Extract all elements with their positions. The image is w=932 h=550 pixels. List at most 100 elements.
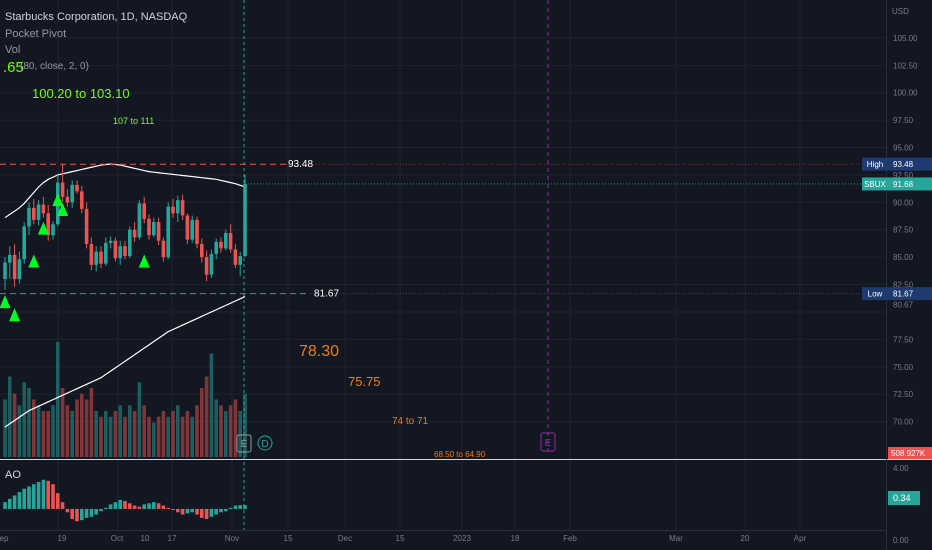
ao-bar bbox=[132, 505, 137, 509]
pocket-pivot-triangle bbox=[57, 203, 69, 217]
candle-body[interactable] bbox=[176, 200, 180, 214]
volume-bar bbox=[3, 399, 7, 457]
ao-bar bbox=[180, 508, 185, 515]
ao-bar bbox=[233, 505, 238, 509]
candle-body[interactable] bbox=[8, 254, 12, 263]
ao-bar bbox=[27, 486, 31, 509]
ao-tick-zero: 0.00 bbox=[893, 536, 909, 545]
candle-body[interactable] bbox=[70, 184, 74, 203]
currency-label: USD bbox=[892, 7, 909, 16]
ao-bar bbox=[137, 506, 142, 509]
candle-body[interactable] bbox=[94, 251, 98, 265]
candle-body[interactable] bbox=[142, 203, 146, 219]
price-tick: 92.50 bbox=[893, 171, 914, 180]
price-tick: 95.00 bbox=[893, 144, 914, 153]
candle-body[interactable] bbox=[75, 184, 79, 192]
candle-body[interactable] bbox=[166, 206, 170, 258]
candle-body[interactable] bbox=[32, 207, 36, 220]
candles[interactable] bbox=[3, 163, 247, 291]
candle-body[interactable] bbox=[12, 254, 17, 280]
indicator-pocket-pivot: Pocket Pivot bbox=[5, 28, 66, 40]
candle-body[interactable] bbox=[123, 246, 127, 257]
volume-bar bbox=[75, 399, 79, 457]
candle-body[interactable] bbox=[224, 233, 228, 249]
candle-body[interactable] bbox=[46, 213, 50, 236]
candle-body[interactable] bbox=[200, 243, 204, 258]
ao-bar bbox=[142, 504, 146, 509]
ao-tag: 0.34 bbox=[888, 491, 920, 505]
symbol-title: Starbucks Corporation, 1D, NASDAQ bbox=[5, 11, 188, 23]
candle-body[interactable] bbox=[41, 204, 46, 214]
candle-body[interactable] bbox=[65, 196, 70, 203]
candle-body[interactable] bbox=[195, 219, 199, 244]
candle-body[interactable] bbox=[152, 222, 156, 236]
candle-body[interactable] bbox=[171, 206, 175, 214]
candle-body[interactable] bbox=[161, 240, 166, 258]
annotation-target-4: 75.75 bbox=[348, 374, 381, 389]
volume-bar bbox=[51, 405, 55, 457]
candle-body[interactable] bbox=[147, 218, 151, 236]
price-axis[interactable]: 105.00 102.50 100.00 97.50 95.00 92.50 90.00 87… bbox=[893, 34, 918, 427]
candle-body[interactable] bbox=[80, 191, 84, 209]
candle-body[interactable] bbox=[128, 229, 132, 257]
candle-body[interactable] bbox=[228, 233, 233, 250]
indicator-value: .65 bbox=[3, 59, 24, 76]
annotation-target-6: 68.50 to 64.90 bbox=[434, 450, 486, 459]
candle-body[interactable] bbox=[238, 256, 242, 265]
candle-body[interactable] bbox=[132, 229, 137, 238]
dividend-marker[interactable]: D bbox=[257, 435, 273, 451]
volume-bar bbox=[84, 399, 89, 457]
chart-legend[interactable]: Starbucks Corporation, 1D, NASDAQ Pocket… bbox=[3, 11, 188, 76]
candle-body[interactable] bbox=[3, 262, 7, 280]
time-tick: Nov bbox=[225, 534, 239, 543]
price-tick: 97.50 bbox=[893, 116, 914, 125]
candle-body[interactable] bbox=[104, 242, 108, 264]
indicator-params: (80, close, 2, 0) bbox=[20, 61, 89, 72]
candle-body[interactable] bbox=[17, 259, 22, 280]
price-tick: 77.50 bbox=[893, 335, 914, 344]
candle-body[interactable] bbox=[60, 182, 65, 197]
price-tick: 100.00 bbox=[893, 89, 918, 98]
ao-bar bbox=[147, 503, 151, 509]
candle-body[interactable] bbox=[113, 240, 118, 259]
time-tick: 19 bbox=[58, 534, 67, 543]
candle-body[interactable] bbox=[118, 246, 122, 259]
earnings-marker[interactable]: E bbox=[236, 434, 252, 453]
volume-bar bbox=[32, 399, 36, 457]
candle-body[interactable] bbox=[27, 207, 31, 227]
time-axis[interactable]: ep 19 Oct 10 17 Nov 15 Dec 15 2023 18 Feb Mar 20 Apr bbox=[0, 534, 807, 543]
low-tag: Low 81.67 bbox=[862, 287, 932, 301]
candle-body[interactable] bbox=[84, 208, 89, 244]
candle-body[interactable] bbox=[137, 203, 142, 238]
candle-body[interactable] bbox=[51, 224, 55, 236]
candle-body[interactable] bbox=[233, 249, 238, 265]
price-tick: 105.00 bbox=[893, 34, 918, 43]
candle-body[interactable] bbox=[219, 241, 223, 249]
ao-tag-value: 0.34 bbox=[893, 493, 911, 503]
candle-body[interactable] bbox=[180, 200, 185, 216]
ao-bar bbox=[80, 508, 84, 521]
candle-body[interactable] bbox=[243, 183, 247, 257]
candle-body[interactable] bbox=[99, 251, 103, 264]
future-earnings-marker[interactable]: E bbox=[540, 432, 556, 452]
candle-body[interactable] bbox=[214, 241, 218, 254]
time-tick: ep bbox=[0, 534, 9, 543]
candle-body[interactable] bbox=[156, 222, 161, 241]
candle-body[interactable] bbox=[22, 226, 26, 260]
candle-body[interactable] bbox=[204, 257, 209, 275]
candle-body[interactable] bbox=[89, 243, 94, 265]
candle-body[interactable] bbox=[185, 215, 190, 240]
candle-body[interactable] bbox=[190, 219, 194, 240]
volume-bar bbox=[233, 399, 238, 457]
ao-bar bbox=[190, 508, 194, 513]
low-tag-label: Low bbox=[868, 290, 883, 299]
ao-bar bbox=[17, 492, 22, 509]
candle-body[interactable] bbox=[108, 240, 113, 243]
time-tick: Mar bbox=[669, 534, 683, 543]
candle-body[interactable] bbox=[209, 253, 214, 275]
price-tick: 82.50 bbox=[893, 281, 914, 290]
volume-bar bbox=[46, 411, 50, 457]
pocket-pivot-triangle bbox=[28, 254, 40, 268]
candle-body[interactable] bbox=[36, 204, 41, 220]
